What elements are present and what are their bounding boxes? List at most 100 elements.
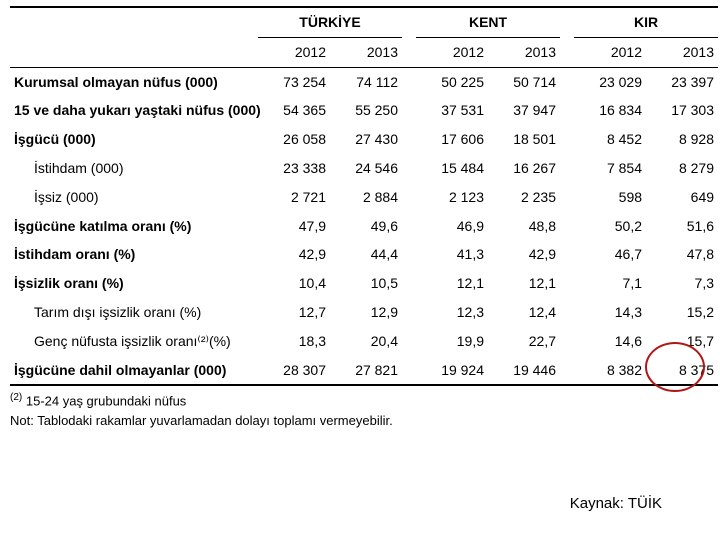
cell-value: 10,5 xyxy=(330,269,402,298)
cell-value: 46,9 xyxy=(416,212,488,241)
cell-value: 22,7 xyxy=(488,327,560,356)
cell-value: 8 382 xyxy=(574,356,646,386)
cell-value: 8 375 xyxy=(646,356,718,386)
cell-value: 19 446 xyxy=(488,356,560,386)
year-header: 2012 xyxy=(416,37,488,67)
table-row: İşgücüne dahil olmayanlar (000)28 30727 … xyxy=(10,356,718,386)
table-note: Not: Tablodaki rakamlar yuvarlamadan dol… xyxy=(10,413,393,428)
table-row: İşgücüne katılma oranı (%)47,949,646,948… xyxy=(10,212,718,241)
year-header: 2013 xyxy=(488,37,560,67)
row-label: Genç nüfusta işsizlik oranı⁽²⁾(%) xyxy=(10,327,258,356)
row-label: Tarım dışı işsizlik oranı (%) xyxy=(10,298,258,327)
cell-value: 18 501 xyxy=(488,125,560,154)
cell-value: 17 606 xyxy=(416,125,488,154)
cell-value: 23 397 xyxy=(646,67,718,96)
row-label: İşsiz (000) xyxy=(10,183,258,212)
year-header: 2013 xyxy=(646,37,718,67)
cell-value: 23 029 xyxy=(574,67,646,96)
region-header: KIR xyxy=(574,7,718,37)
cell-value: 7,3 xyxy=(646,269,718,298)
cell-value: 42,9 xyxy=(488,240,560,269)
cell-value: 2 235 xyxy=(488,183,560,212)
labor-stats-table: TÜRKİYE KENT KIR 2012 2013 2012 2013 201… xyxy=(10,6,718,386)
cell-value: 2 123 xyxy=(416,183,488,212)
cell-value: 12,1 xyxy=(416,269,488,298)
table-row: Kurumsal olmayan nüfus (000)73 25474 112… xyxy=(10,67,718,96)
cell-value: 51,6 xyxy=(646,212,718,241)
cell-value: 73 254 xyxy=(258,67,330,96)
cell-value: 15 484 xyxy=(416,154,488,183)
cell-value: 44,4 xyxy=(330,240,402,269)
table-row: İşsizlik oranı (%)10,410,5 12,112,1 7,17,3 xyxy=(10,269,718,298)
cell-value: 46,7 xyxy=(574,240,646,269)
cell-value: 20,4 xyxy=(330,327,402,356)
row-label: Kurumsal olmayan nüfus (000) xyxy=(10,67,258,96)
cell-value: 12,7 xyxy=(258,298,330,327)
cell-value: 18,3 xyxy=(258,327,330,356)
cell-value: 27 821 xyxy=(330,356,402,386)
cell-value: 15,7 xyxy=(646,327,718,356)
cell-value: 10,4 xyxy=(258,269,330,298)
cell-value: 42,9 xyxy=(258,240,330,269)
footnote-marker: (2) xyxy=(10,392,22,403)
region-header: KENT xyxy=(416,7,560,37)
row-label: İşgücü (000) xyxy=(10,125,258,154)
cell-value: 49,6 xyxy=(330,212,402,241)
table-row: 15 ve daha yukarı yaştaki nüfus (000)54 … xyxy=(10,96,718,125)
cell-value: 47,9 xyxy=(258,212,330,241)
year-header: 2012 xyxy=(258,37,330,67)
cell-value: 649 xyxy=(646,183,718,212)
row-label: İstihdam oranı (%) xyxy=(10,240,258,269)
cell-value: 50,2 xyxy=(574,212,646,241)
table-row: İşsiz (000)2 7212 8842 1232 235598649 xyxy=(10,183,718,212)
cell-value: 47,8 xyxy=(646,240,718,269)
cell-value: 37 947 xyxy=(488,96,560,125)
cell-value: 15,2 xyxy=(646,298,718,327)
cell-value: 24 546 xyxy=(330,154,402,183)
cell-value: 17 303 xyxy=(646,96,718,125)
cell-value: 41,3 xyxy=(416,240,488,269)
cell-value: 19,9 xyxy=(416,327,488,356)
cell-value: 50 225 xyxy=(416,67,488,96)
cell-value: 54 365 xyxy=(258,96,330,125)
row-label: İşgücüne dahil olmayanlar (000) xyxy=(10,356,258,386)
footnote-text: 15-24 yaş grubundaki nüfus xyxy=(26,394,186,409)
cell-value: 7 854 xyxy=(574,154,646,183)
cell-value: 14,6 xyxy=(574,327,646,356)
cell-value: 12,1 xyxy=(488,269,560,298)
year-header: 2013 xyxy=(330,37,402,67)
cell-value: 50 714 xyxy=(488,67,560,96)
table-row: İşgücü (000)26 05827 430 17 60618 501 8 45… xyxy=(10,125,718,154)
cell-value: 27 430 xyxy=(330,125,402,154)
cell-value: 14,3 xyxy=(574,298,646,327)
cell-value: 8 279 xyxy=(646,154,718,183)
cell-value: 8 452 xyxy=(574,125,646,154)
cell-value: 12,9 xyxy=(330,298,402,327)
cell-value: 23 338 xyxy=(258,154,330,183)
cell-value: 2 884 xyxy=(330,183,402,212)
row-label: İstihdam (000) xyxy=(10,154,258,183)
cell-value: 12,3 xyxy=(416,298,488,327)
table-row: İstihdam oranı (%)42,944,441,342,946,747… xyxy=(10,240,718,269)
row-label: İşsizlik oranı (%) xyxy=(10,269,258,298)
cell-value: 55 250 xyxy=(330,96,402,125)
cell-value: 16 834 xyxy=(574,96,646,125)
cell-value: 26 058 xyxy=(258,125,330,154)
year-header: 2012 xyxy=(574,37,646,67)
cell-value: 12,4 xyxy=(488,298,560,327)
footnotes: (2) 15-24 yaş grubundaki nüfus Not: Tabl… xyxy=(10,386,710,430)
cell-value: 8 928 xyxy=(646,125,718,154)
row-label: 15 ve daha yukarı yaştaki nüfus (000) xyxy=(10,96,258,125)
cell-value: 16 267 xyxy=(488,154,560,183)
cell-value: 74 112 xyxy=(330,67,402,96)
region-header: TÜRKİYE xyxy=(258,7,402,37)
cell-value: 7,1 xyxy=(574,269,646,298)
cell-value: 48,8 xyxy=(488,212,560,241)
table-row: Tarım dışı işsizlik oranı (%)12,712,9 12,… xyxy=(10,298,718,327)
cell-value: 37 531 xyxy=(416,96,488,125)
cell-value: 2 721 xyxy=(258,183,330,212)
source-label: Kaynak: TÜİK xyxy=(570,495,662,512)
cell-value: 19 924 xyxy=(416,356,488,386)
table-row: Genç nüfusta işsizlik oranı⁽²⁾(%)18,320,… xyxy=(10,327,718,356)
cell-value: 28 307 xyxy=(258,356,330,386)
